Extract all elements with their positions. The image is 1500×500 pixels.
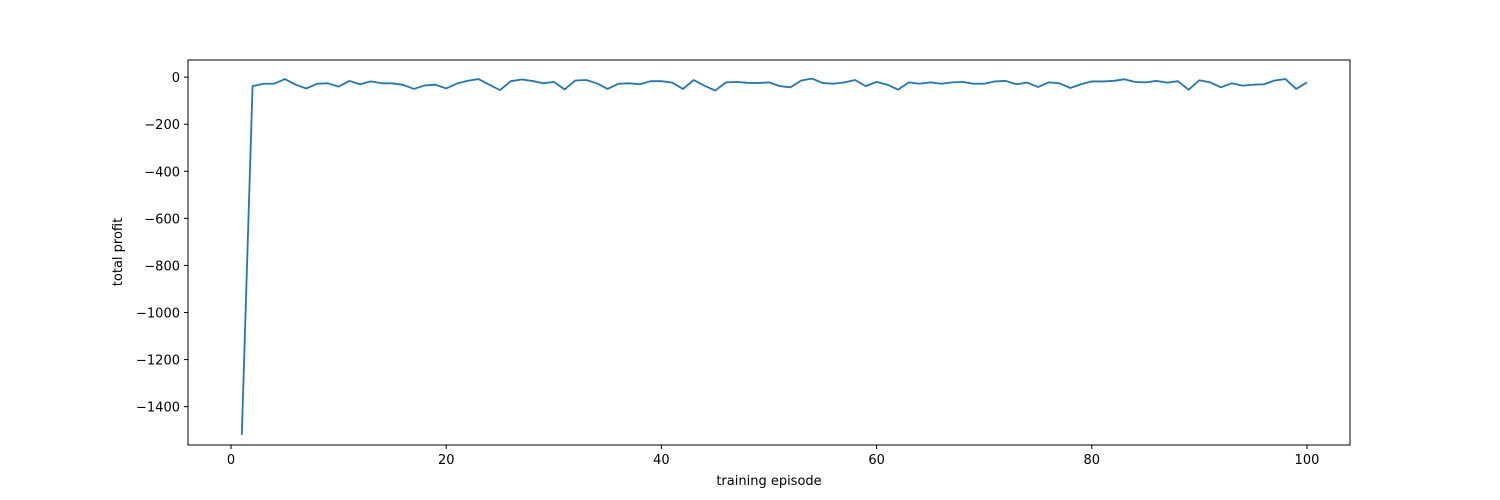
y-tick-label: −1000 bbox=[136, 307, 180, 322]
x-tick-label: 0 bbox=[227, 453, 235, 468]
y-axis: 0 −200 −400 −600 −800 −1000 −1200 −1400 bbox=[136, 71, 188, 416]
x-tick-label: 60 bbox=[868, 453, 885, 468]
x-tick-label: 20 bbox=[438, 453, 455, 468]
x-axis-label: training episode bbox=[716, 474, 821, 489]
y-axis-label: total profit bbox=[111, 218, 126, 286]
y-tick-label: −1400 bbox=[136, 401, 180, 416]
x-tick-label: 40 bbox=[653, 453, 670, 468]
y-tick-label: −800 bbox=[144, 259, 180, 274]
y-tick-label: −400 bbox=[144, 165, 180, 180]
x-axis: 0 20 40 60 80 100 bbox=[227, 445, 1319, 468]
y-tick-label: 0 bbox=[172, 71, 180, 86]
axes-frame bbox=[187, 59, 1351, 446]
y-tick-label: −1200 bbox=[136, 354, 180, 369]
x-tick-label: 100 bbox=[1295, 453, 1320, 468]
series-line-0 bbox=[240, 77, 1308, 435]
x-tick-label: 80 bbox=[1084, 453, 1101, 468]
plot-area bbox=[240, 77, 1308, 435]
y-tick-label: −600 bbox=[144, 212, 180, 227]
y-tick-label: −200 bbox=[144, 118, 180, 133]
